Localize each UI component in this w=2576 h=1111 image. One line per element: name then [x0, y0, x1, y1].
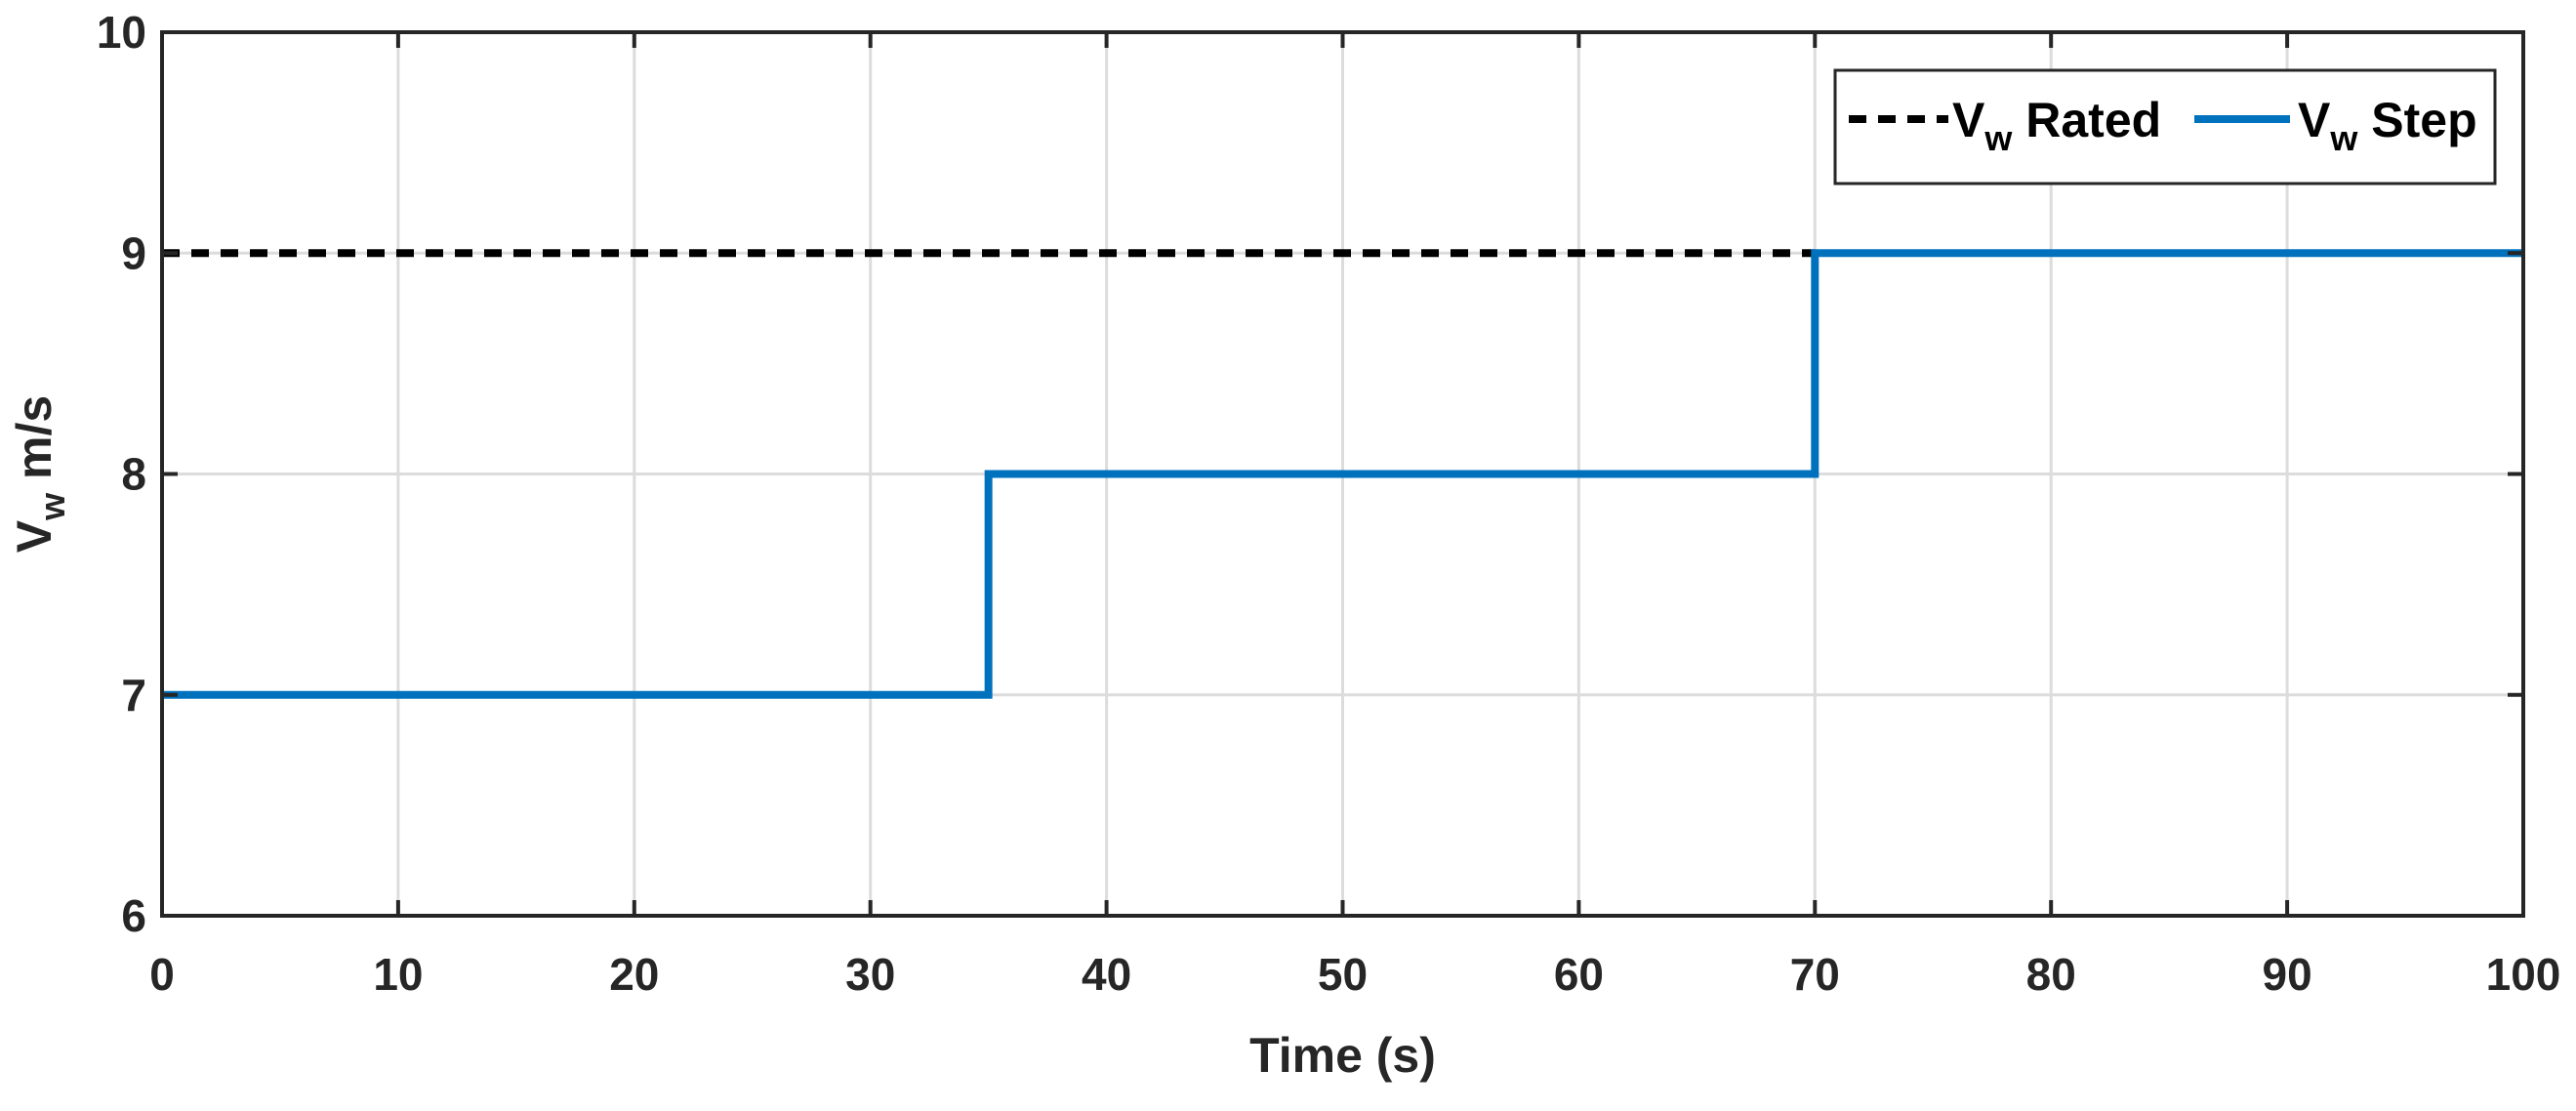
- y-tick-label: 7: [121, 670, 146, 720]
- x-tick-label: 20: [609, 949, 659, 1000]
- y-axis-label-unit: m/s: [7, 395, 61, 493]
- legend-label-step-main: V: [2298, 93, 2331, 147]
- tick-marks: [160, 30, 2525, 918]
- y-tick-label: 9: [121, 227, 146, 278]
- series-step-line: [162, 249, 2523, 699]
- series-layer: [162, 249, 2523, 699]
- y-tick-label: 10: [97, 7, 146, 58]
- legend-label-rated-main: V: [1952, 93, 1985, 147]
- legend: Vw Rated Vw Step: [1833, 68, 2497, 185]
- legend-label-rated-rest: Rated: [2012, 93, 2161, 147]
- x-tick-label: 90: [2263, 949, 2312, 1000]
- legend-label-step-sub: w: [2329, 118, 2358, 158]
- legend-label-step: Vw Step: [2298, 93, 2477, 158]
- x-tick-label: 40: [1082, 949, 1131, 1000]
- x-axis-label: Time (s): [1249, 1028, 1436, 1083]
- y-axis-label: Vw m/s: [7, 395, 72, 553]
- y-axis-label-sub: w: [32, 492, 72, 521]
- x-tick-label: 100: [2486, 949, 2561, 1000]
- x-tick-label: 80: [2026, 949, 2076, 1000]
- x-tick-label: 0: [149, 949, 175, 1000]
- y-tick-label: 6: [121, 890, 146, 941]
- x-tick-label: 10: [373, 949, 423, 1000]
- legend-label-rated-sub: w: [1983, 118, 2013, 158]
- legend-box: [1833, 68, 2497, 185]
- x-tick-label: 60: [1554, 949, 1604, 1000]
- y-tick-label: 8: [121, 449, 146, 500]
- x-tick-label: 50: [1318, 949, 1368, 1000]
- y-axis-label-main: V: [7, 519, 61, 553]
- x-tick-label: 30: [845, 949, 895, 1000]
- legend-label-step-rest: Step: [2357, 93, 2476, 147]
- legend-label-rated: Vw Rated: [1952, 93, 2161, 158]
- y-tick-labels: 6 7 8 9 10: [97, 7, 146, 941]
- x-tick-label: 70: [1790, 949, 1840, 1000]
- x-tick-labels: 0 10 20 30 40 50 60 70 80 90 100: [149, 949, 2560, 1000]
